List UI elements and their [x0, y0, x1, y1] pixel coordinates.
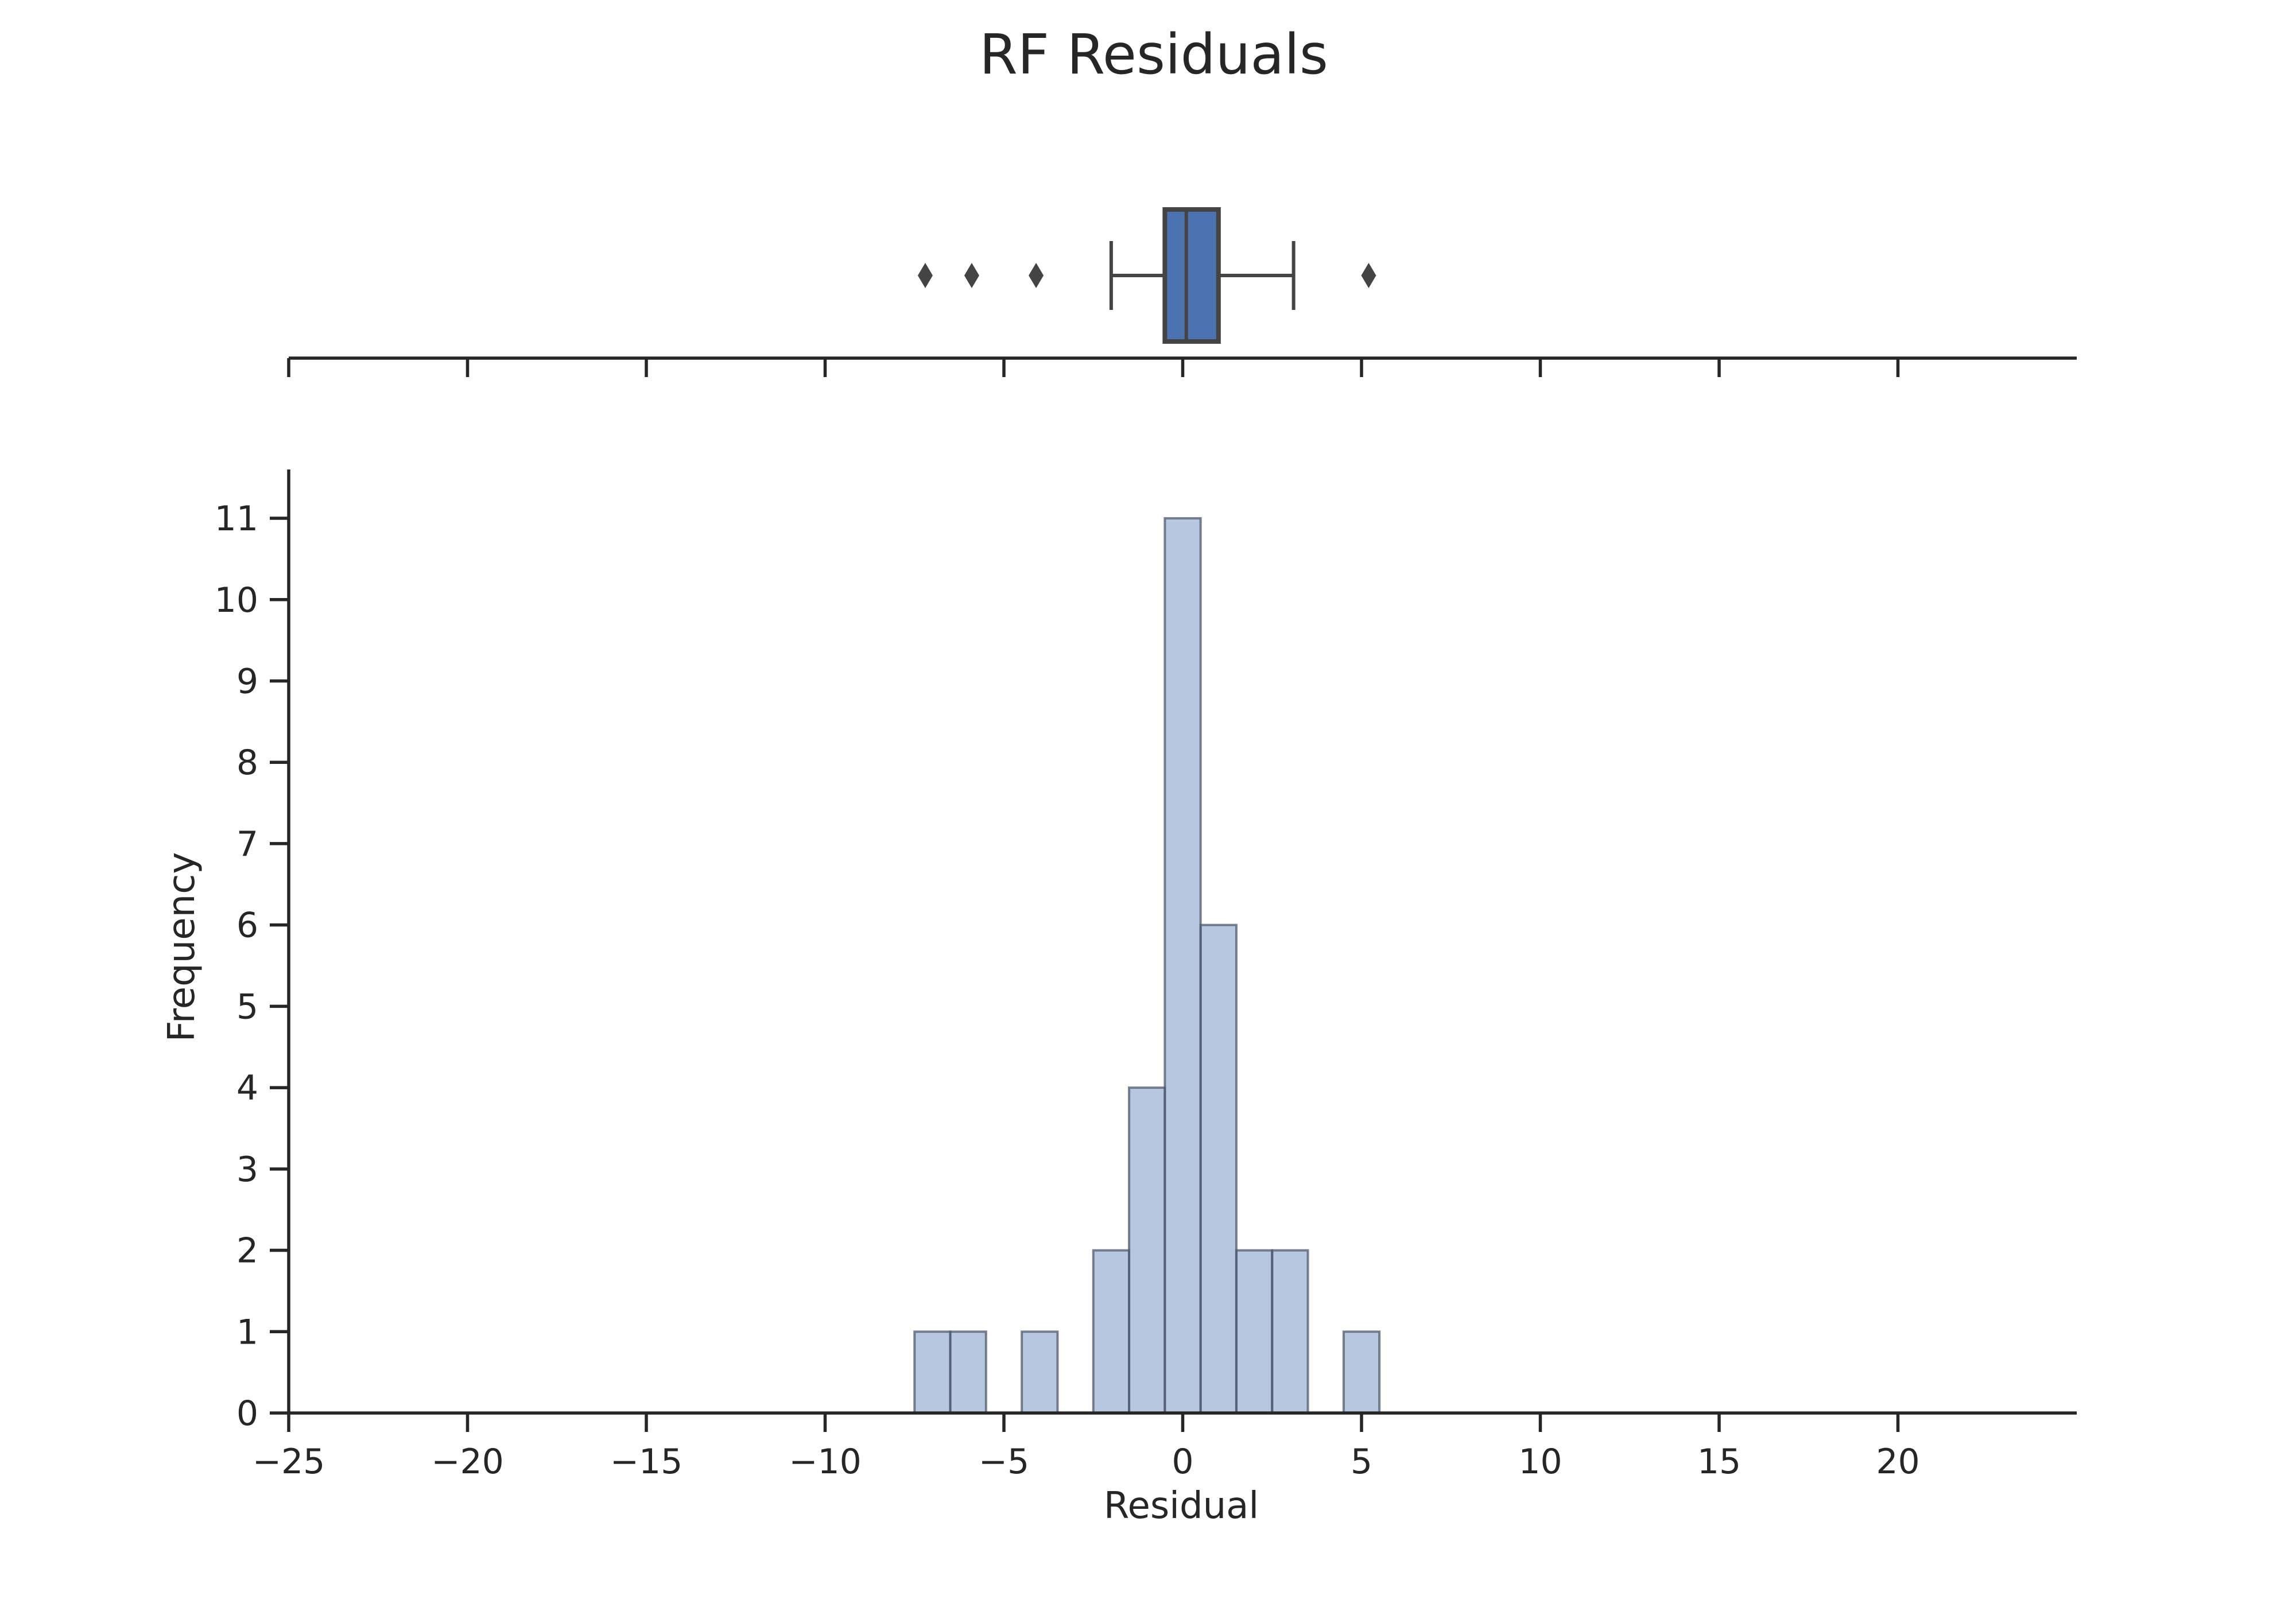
x-tick-label: 10 — [1518, 1442, 1562, 1482]
chart-title: RF Residuals — [979, 22, 1328, 87]
y-tick-label: 6 — [236, 906, 258, 946]
y-axis-label: Frequency — [161, 852, 203, 1042]
histogram-bar — [1342, 1330, 1381, 1415]
histogram-bar — [1021, 1330, 1059, 1415]
outlier-point — [1361, 263, 1376, 288]
y-tick-label: 9 — [236, 661, 258, 701]
iqr-box — [1162, 207, 1221, 344]
histogram-bar — [1128, 1086, 1166, 1414]
histogram-bar — [1199, 923, 1238, 1414]
x-tick-label: −15 — [610, 1442, 683, 1482]
y-tick-label: 3 — [236, 1150, 258, 1190]
outlier-point — [1029, 263, 1044, 288]
y-tick-label: 8 — [236, 743, 258, 783]
y-tick-label: 0 — [236, 1393, 258, 1434]
x-tick-label: −20 — [431, 1442, 504, 1482]
histogram-bar — [1235, 1249, 1274, 1415]
histogram-bar — [1092, 1249, 1131, 1415]
histogram-bar — [1271, 1249, 1309, 1415]
y-tick-label: 10 — [215, 580, 258, 620]
x-tick-label: 15 — [1697, 1442, 1741, 1482]
outlier-point — [964, 263, 979, 288]
y-tick-label: 11 — [215, 499, 258, 539]
y-tick-label: 1 — [236, 1312, 258, 1352]
histogram-panel: −25 −20 −15 −10 −5 0 5 10 15 20 0 1 2 3 4 5 6 7 8 9 10 11 — [215, 469, 2077, 1482]
y-tick-label: 4 — [236, 1068, 258, 1108]
y-tick-label: 5 — [236, 987, 258, 1027]
x-tick-label: 5 — [1351, 1442, 1372, 1482]
x-tick-label: −25 — [253, 1442, 325, 1482]
x-tick-label: −10 — [789, 1442, 862, 1482]
histogram-bar — [913, 1330, 952, 1415]
y-tick-label: 2 — [236, 1231, 258, 1271]
x-axis-label: Residual — [1104, 1485, 1259, 1527]
x-tick-label: −5 — [979, 1442, 1029, 1482]
outlier-point — [917, 263, 933, 288]
x-tick-label: 20 — [1876, 1442, 1919, 1482]
histogram-bar — [1163, 517, 1202, 1415]
x-tick-label: 0 — [1172, 1442, 1193, 1482]
boxplot-panel — [287, 207, 2077, 377]
y-tick-label: 7 — [236, 824, 258, 864]
histogram-bar — [949, 1330, 987, 1415]
